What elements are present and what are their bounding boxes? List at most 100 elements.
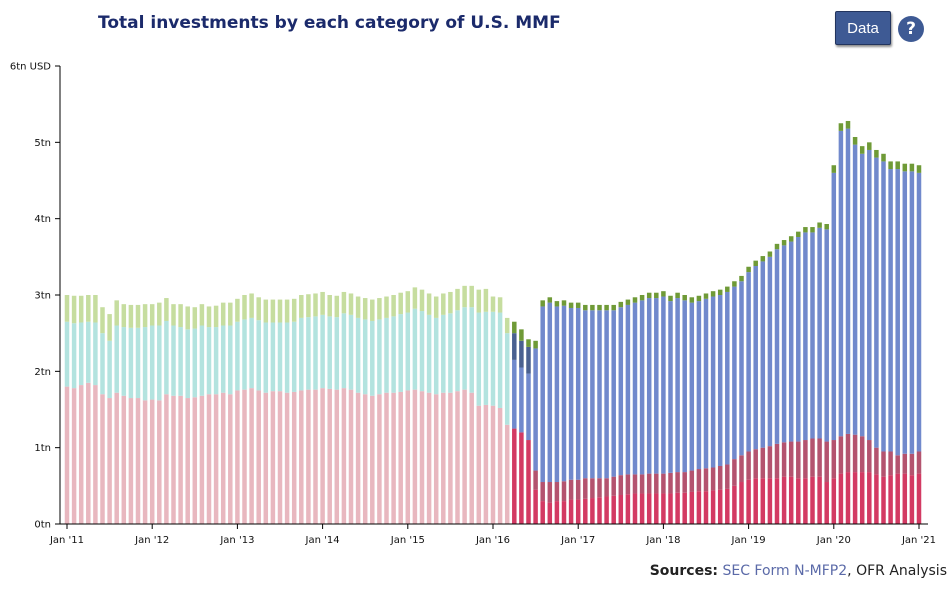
bar-segment-top[interactable] — [504, 317, 510, 334]
bar-segment-middle[interactable] — [512, 359, 517, 429]
bar-segment-bottom[interactable] — [547, 502, 553, 524]
bar-segment-top[interactable] — [881, 153, 886, 162]
bar-segment-top[interactable] — [668, 295, 673, 302]
help-icon[interactable]: ? — [898, 16, 924, 42]
bar-segment-middle[interactable] — [206, 327, 212, 395]
bar-segment-middle[interactable] — [327, 316, 332, 389]
bar-segment-bottom[interactable] — [803, 478, 808, 524]
bar-segment-top[interactable] — [874, 149, 879, 158]
bar-segment-bottom[interactable] — [831, 478, 837, 524]
bar-segment-band[interactable] — [618, 475, 624, 495]
bar-segment-top[interactable] — [242, 295, 247, 320]
bar-segment-top[interactable] — [604, 304, 609, 311]
bar-segment-bottom[interactable] — [249, 388, 254, 524]
bar-segment-middle[interactable] — [377, 319, 382, 395]
bar-segment-top[interactable] — [277, 299, 283, 323]
bar-segment-middle[interactable] — [696, 301, 702, 470]
bar-segment-band[interactable] — [803, 440, 808, 479]
bar-segment-bottom[interactable] — [284, 392, 290, 524]
bar-segment-top[interactable] — [781, 240, 787, 246]
bar-segment-middle[interactable] — [455, 310, 460, 392]
bar-segment-top[interactable] — [519, 329, 524, 341]
bar-segment-bottom[interactable] — [242, 389, 247, 524]
bar-segment-middle[interactable] — [725, 291, 730, 465]
bar-segment-top[interactable] — [533, 340, 538, 349]
bar-segment-bottom[interactable] — [206, 394, 212, 524]
bar-segment-band[interactable] — [810, 438, 815, 477]
bar-segment-middle[interactable] — [597, 310, 602, 479]
bar-segment-top[interactable] — [121, 304, 127, 328]
bar-segment-bottom[interactable] — [455, 391, 460, 524]
bar-segment-middle[interactable] — [100, 333, 105, 395]
bar-segment-middle[interactable] — [164, 320, 169, 395]
bar-segment-middle[interactable] — [845, 128, 851, 434]
bar-segment-middle[interactable] — [220, 325, 226, 393]
bar-segment-middle[interactable] — [519, 367, 524, 433]
bar-segment-bottom[interactable] — [760, 478, 766, 524]
bar-segment-bottom[interactable] — [306, 389, 311, 524]
bar-segment-middle[interactable] — [746, 272, 751, 452]
bar-segment-bottom[interactable] — [781, 476, 787, 524]
bar-segment-top[interactable] — [291, 298, 297, 322]
bar-segment-top[interactable] — [540, 300, 545, 307]
bar-segment-middle[interactable] — [497, 312, 503, 408]
bar-segment-middle[interactable] — [604, 310, 609, 479]
bar-segment-band[interactable] — [703, 468, 709, 492]
bar-segment-top[interactable] — [590, 304, 595, 311]
bar-segment-bottom[interactable] — [469, 392, 474, 524]
bar-segment-bottom[interactable] — [796, 478, 801, 524]
bar-segment-middle[interactable] — [675, 298, 680, 473]
bar-segment-middle[interactable] — [803, 232, 808, 441]
bar-segment-top[interactable] — [717, 289, 723, 295]
bar-segment-middle[interactable] — [320, 314, 325, 389]
bar-segment-top[interactable] — [341, 291, 347, 314]
bar-segment-bottom[interactable] — [185, 398, 190, 524]
bar-segment-bottom[interactable] — [583, 498, 588, 524]
bar-segment-bottom[interactable] — [689, 491, 695, 524]
bar-segment-middle[interactable] — [781, 245, 787, 443]
bar-segment-bottom[interactable] — [299, 390, 304, 524]
bar-segment-top[interactable] — [497, 297, 503, 313]
bar-segment-top[interactable] — [732, 281, 737, 287]
bar-segment-bottom[interactable] — [512, 428, 517, 524]
bar-segment-top[interactable] — [270, 299, 276, 323]
bar-segment-top[interactable] — [760, 256, 766, 262]
bar-segment-top[interactable] — [220, 302, 226, 326]
bar-segment-top[interactable] — [810, 227, 815, 233]
bar-segment-middle-transition[interactable] — [512, 333, 517, 360]
bar-segment-middle[interactable] — [817, 227, 822, 439]
bar-segment-middle[interactable] — [355, 317, 361, 393]
bar-segment-band[interactable] — [575, 479, 581, 500]
bar-segment-bottom[interactable] — [746, 479, 751, 524]
bar-segment-band[interactable] — [611, 476, 616, 496]
bar-segment-top[interactable] — [448, 291, 453, 314]
bar-segment-bottom[interactable] — [462, 389, 467, 524]
bar-segment-band[interactable] — [859, 436, 865, 473]
bar-segment-band[interactable] — [852, 434, 858, 473]
bar-segment-band[interactable] — [725, 464, 730, 489]
bar-segment-top[interactable] — [135, 304, 141, 328]
bar-segment-middle[interactable] — [838, 130, 844, 437]
bar-segment-top[interactable] — [256, 297, 261, 321]
bar-segment-top[interactable] — [696, 295, 702, 302]
bar-segment-middle[interactable] — [71, 323, 77, 389]
bar-segment-middle[interactable] — [881, 161, 886, 452]
bar-segment-middle[interactable] — [753, 265, 758, 450]
bar-segment-bottom[interactable] — [845, 472, 851, 524]
bar-segment-middle[interactable] — [483, 311, 489, 405]
bar-segment-band[interactable] — [547, 482, 553, 503]
bar-segment-band[interactable] — [831, 440, 837, 479]
bar-segment-bottom[interactable] — [93, 385, 98, 524]
bar-segment-top[interactable] — [171, 304, 176, 326]
bar-segment-middle[interactable] — [433, 317, 439, 395]
bar-segment-bottom[interactable] — [774, 478, 780, 524]
bar-segment-middle[interactable] — [796, 236, 801, 442]
bar-segment-band[interactable] — [682, 472, 687, 493]
bar-segment-middle[interactable] — [426, 314, 432, 393]
bar-segment-bottom[interactable] — [519, 432, 524, 524]
bar-segment-middle[interactable] — [547, 302, 553, 483]
bar-segment-band[interactable] — [867, 440, 872, 473]
bar-segment-bottom[interactable] — [100, 394, 105, 524]
bar-segment-top[interactable] — [554, 301, 560, 307]
bar-segment-middle[interactable] — [462, 307, 467, 390]
